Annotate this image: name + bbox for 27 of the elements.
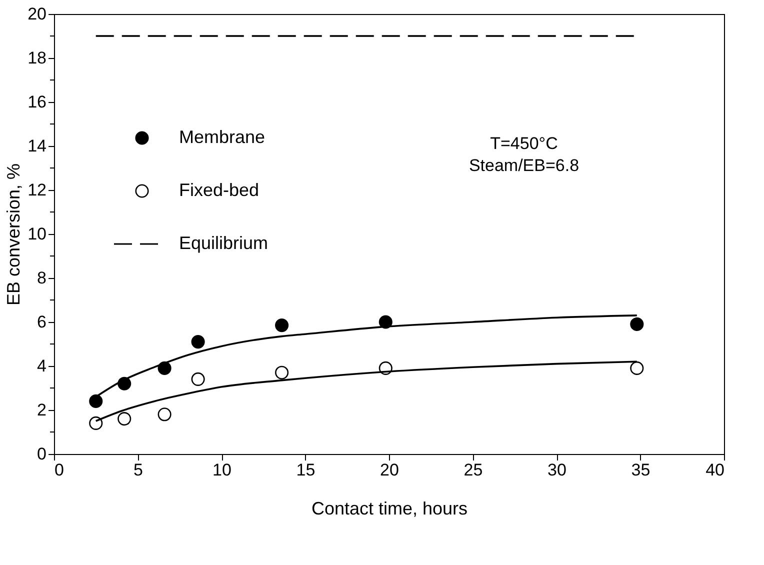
annotation: Steam/EB=6.8 bbox=[468, 156, 580, 175]
y-tick-label: 4 bbox=[37, 356, 46, 376]
x-axis-title: Contact time, hours bbox=[311, 498, 468, 518]
y-tick-label: 6 bbox=[37, 312, 46, 332]
y-tick-label: 12 bbox=[28, 180, 46, 200]
x-tick-label: 5 bbox=[134, 460, 143, 480]
x-tick-label: 30 bbox=[548, 460, 566, 480]
x-tick-label: 25 bbox=[464, 460, 483, 480]
y-tick-label: 8 bbox=[37, 268, 46, 288]
legend-label: Fixed-bed bbox=[179, 180, 260, 200]
x-tick-label: 15 bbox=[296, 460, 316, 480]
legend-label: Equilibrium bbox=[179, 233, 268, 253]
x-tick-label: 20 bbox=[380, 460, 399, 480]
y-tick-label: 10 bbox=[28, 224, 46, 244]
x-tick-label: 0 bbox=[54, 460, 64, 480]
y-axis-title: EB conversion, % bbox=[4, 163, 24, 306]
y-tick-label: 14 bbox=[28, 136, 46, 156]
x-tick-label: 35 bbox=[631, 460, 650, 480]
legend-label: Membrane bbox=[179, 127, 266, 147]
y-tick-label: 0 bbox=[37, 444, 46, 464]
y-tick-label: 20 bbox=[28, 4, 46, 24]
y-tick-label: 18 bbox=[28, 48, 46, 68]
y-tick-label: 16 bbox=[28, 92, 46, 112]
annotation: T=450°C bbox=[490, 134, 558, 153]
x-tick-label: 10 bbox=[212, 460, 232, 480]
x-tick-label: 40 bbox=[706, 460, 724, 480]
y-tick-label: 2 bbox=[37, 400, 46, 420]
